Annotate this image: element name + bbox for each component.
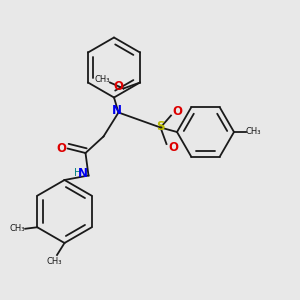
Text: CH₃: CH₃: [246, 128, 261, 136]
Text: CH₃: CH₃: [95, 75, 110, 84]
Text: O: O: [168, 141, 178, 154]
Text: S: S: [156, 119, 165, 133]
Text: O: O: [56, 142, 66, 155]
Text: CH₃: CH₃: [10, 224, 26, 233]
Text: N: N: [112, 103, 122, 117]
Text: N: N: [78, 167, 88, 180]
Text: CH₃: CH₃: [46, 257, 62, 266]
Text: H: H: [74, 167, 82, 178]
Text: O: O: [172, 105, 183, 119]
Text: O: O: [113, 80, 123, 94]
